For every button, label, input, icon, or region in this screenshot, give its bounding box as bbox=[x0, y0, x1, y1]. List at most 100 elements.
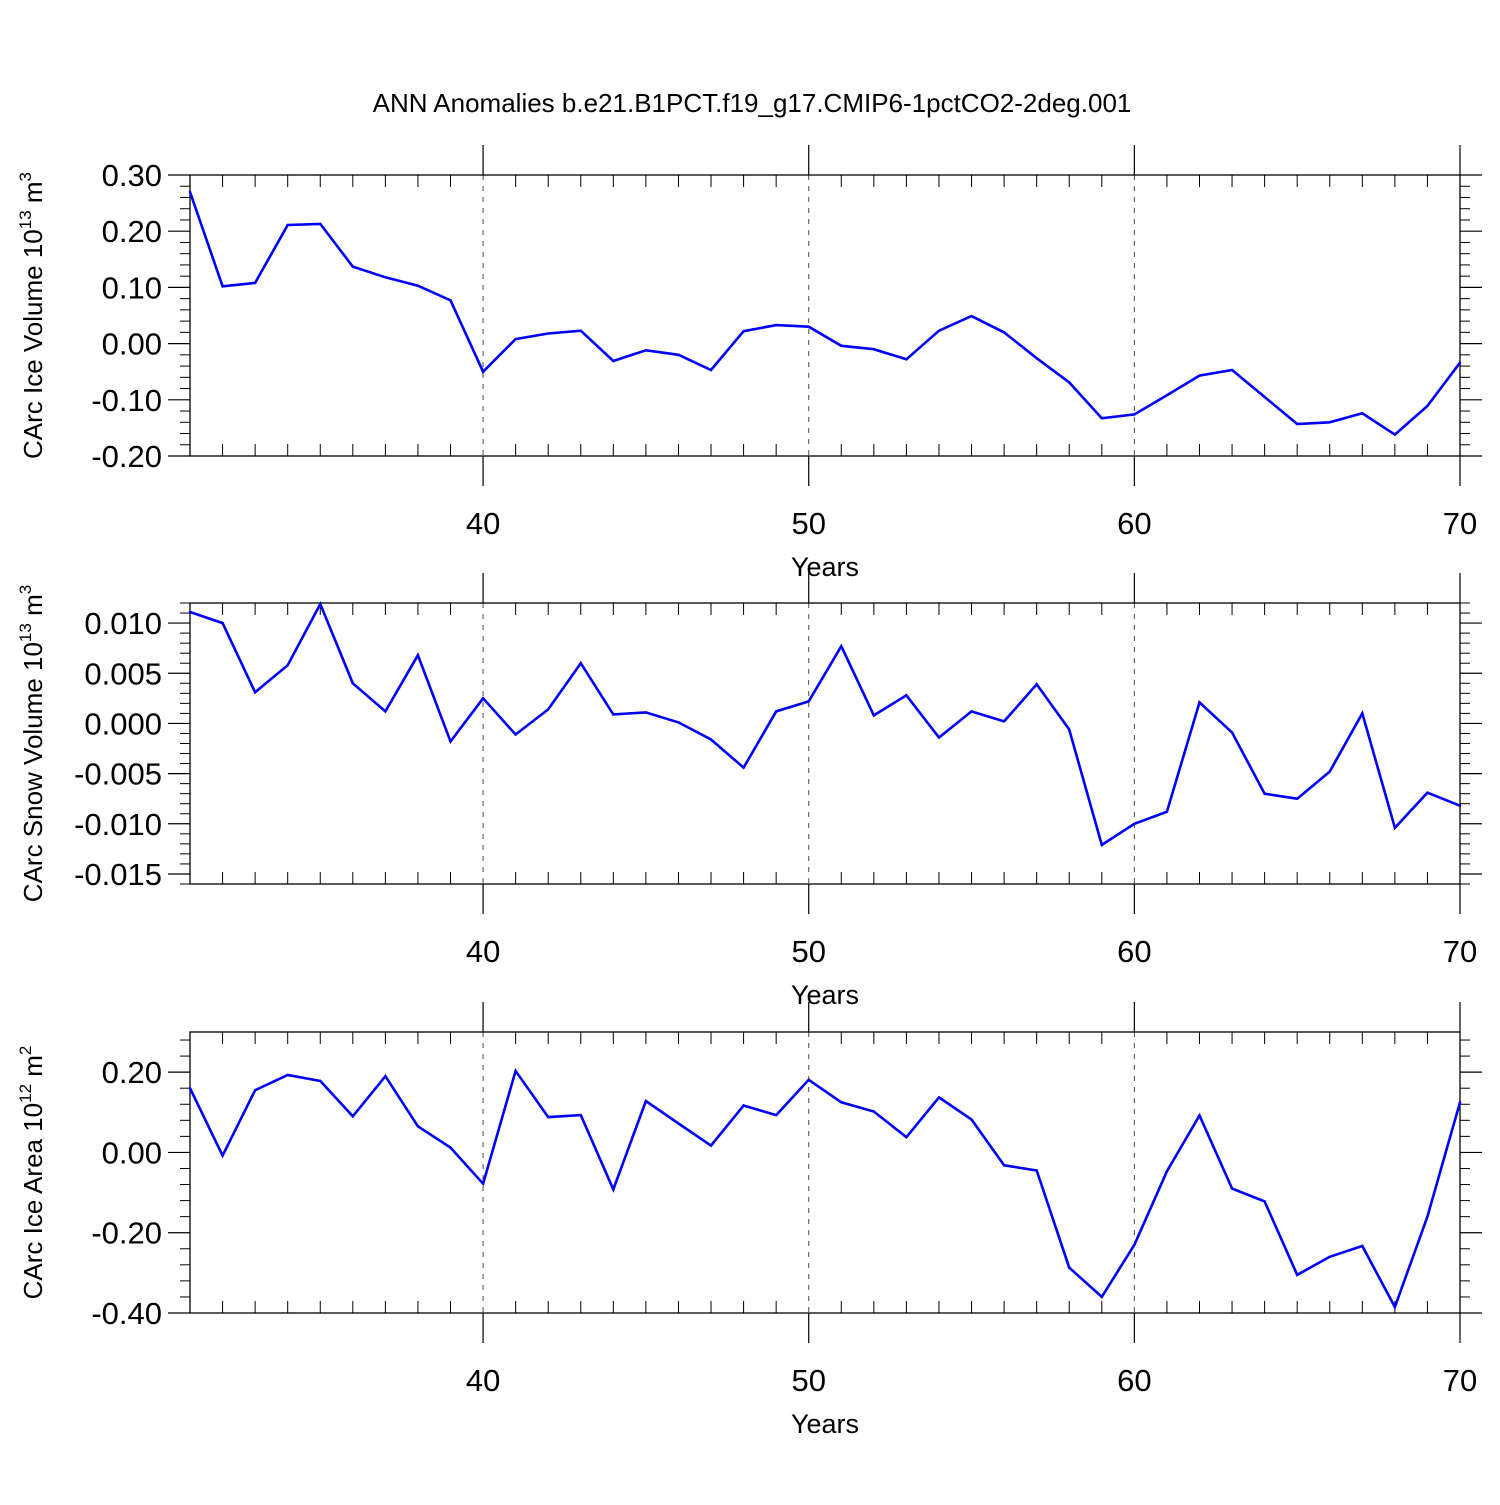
data-point bbox=[644, 1099, 648, 1103]
x-axis-label: Years bbox=[791, 1409, 859, 1439]
chart-panel-1: -0.20 -0.10 0.00 0.10 0.20 0.30 40 50 60 70 Years C… bbox=[16, 145, 1482, 582]
data-point bbox=[188, 190, 192, 194]
x-tick-label: 70 bbox=[1443, 1363, 1477, 1398]
series-line bbox=[188, 191, 1462, 437]
data-point bbox=[1100, 1295, 1103, 1299]
data-point bbox=[1100, 843, 1103, 847]
data-point bbox=[1068, 381, 1071, 384]
data-point bbox=[221, 285, 224, 288]
chart-panel-3: -0.40 -0.20 0.00 0.20 40 50 60 70 Years CArc Ice … bbox=[16, 1002, 1482, 1439]
x-tick-label: 40 bbox=[466, 934, 500, 969]
x-tick-label: 50 bbox=[791, 1363, 825, 1398]
data-point bbox=[1165, 1170, 1169, 1173]
y-tick-label: 0.30 bbox=[102, 158, 162, 193]
data-point bbox=[1328, 770, 1331, 773]
data-point bbox=[1426, 404, 1429, 408]
data-point bbox=[807, 1078, 810, 1081]
data-point bbox=[937, 736, 941, 739]
chart-panel-2: -0.015 -0.010 -0.005 0.000 0.005 0.010 40 50 60 7… bbox=[16, 573, 1482, 1010]
data-point bbox=[1393, 826, 1397, 829]
data-point bbox=[709, 368, 713, 372]
data-point bbox=[774, 1113, 778, 1117]
data-point bbox=[1165, 810, 1169, 813]
y-tick-label: -0.005 bbox=[74, 757, 162, 792]
data-point bbox=[709, 738, 713, 741]
data-point bbox=[1068, 728, 1071, 731]
data-point bbox=[1100, 417, 1103, 420]
data-point bbox=[416, 284, 420, 287]
data-point bbox=[1458, 1101, 1462, 1104]
data-point bbox=[1002, 1164, 1006, 1167]
data-point bbox=[286, 664, 289, 667]
data-point bbox=[1393, 1305, 1397, 1309]
data-point bbox=[1068, 1266, 1071, 1269]
x-tick-label: 60 bbox=[1117, 934, 1151, 969]
data-point bbox=[774, 323, 778, 327]
data-point bbox=[1133, 413, 1136, 416]
y-tick-label: 0.00 bbox=[102, 327, 162, 362]
y-axis-label: CArc Ice Area 1012 m2 bbox=[16, 1046, 48, 1300]
data-point bbox=[840, 344, 843, 348]
x-axis-label: Years bbox=[791, 980, 859, 1010]
data-point bbox=[579, 662, 582, 665]
data-point bbox=[351, 265, 355, 268]
data-point bbox=[481, 1182, 485, 1185]
y-tick-label: -0.010 bbox=[74, 807, 162, 842]
series-line bbox=[189, 600, 1461, 847]
data-point bbox=[644, 711, 648, 714]
data-point bbox=[1361, 412, 1364, 415]
data-point bbox=[612, 359, 615, 363]
data-point bbox=[612, 1188, 615, 1191]
data-point bbox=[742, 1104, 745, 1107]
y-tick-label: 0.10 bbox=[102, 270, 162, 305]
data-point bbox=[1263, 1200, 1266, 1203]
data-point bbox=[481, 697, 485, 700]
data-point bbox=[677, 353, 680, 357]
data-point bbox=[644, 349, 648, 352]
data-point bbox=[840, 1101, 843, 1104]
x-tick-label: 60 bbox=[1117, 1363, 1151, 1398]
data-point bbox=[807, 325, 810, 328]
data-point bbox=[970, 1118, 973, 1121]
data-point bbox=[188, 610, 192, 614]
data-point bbox=[1328, 1255, 1331, 1259]
data-point bbox=[319, 222, 322, 226]
data-point bbox=[872, 348, 876, 351]
data-point bbox=[351, 1115, 355, 1118]
data-point bbox=[970, 710, 973, 713]
data-point bbox=[840, 644, 843, 648]
y-tick-label: 0.20 bbox=[102, 1055, 162, 1090]
data-point bbox=[872, 1110, 876, 1113]
data-point bbox=[1035, 357, 1038, 360]
data-point bbox=[1458, 361, 1462, 364]
data-point bbox=[514, 337, 517, 341]
data-point bbox=[384, 710, 387, 713]
x-tick-label: 40 bbox=[466, 1363, 500, 1398]
data-point bbox=[188, 1087, 192, 1090]
data-point bbox=[547, 1115, 550, 1119]
data-point bbox=[1002, 331, 1006, 334]
x-tick-label: 70 bbox=[1443, 506, 1477, 541]
data-point bbox=[1295, 797, 1299, 800]
data-point bbox=[742, 330, 745, 333]
data-point bbox=[1198, 1114, 1201, 1117]
data-point bbox=[937, 1096, 941, 1099]
y-tick-label: 0.20 bbox=[102, 214, 162, 249]
data-point bbox=[1035, 683, 1038, 686]
data-point bbox=[416, 1125, 420, 1128]
data-point bbox=[612, 713, 615, 716]
y-tick-label: 0.00 bbox=[102, 1135, 162, 1170]
data-point bbox=[319, 1079, 322, 1083]
plot-frame bbox=[189, 1031, 1461, 1314]
data-point bbox=[514, 733, 517, 736]
data-point bbox=[253, 281, 257, 285]
x-tick-label: 50 bbox=[791, 934, 825, 969]
data-point bbox=[677, 1122, 680, 1125]
data-point bbox=[449, 1146, 452, 1149]
data-point bbox=[286, 1073, 289, 1077]
x-axis-label: Years bbox=[791, 552, 859, 582]
y-tick-label: -0.10 bbox=[91, 383, 162, 418]
data-point bbox=[905, 358, 908, 361]
data-point bbox=[351, 682, 355, 685]
